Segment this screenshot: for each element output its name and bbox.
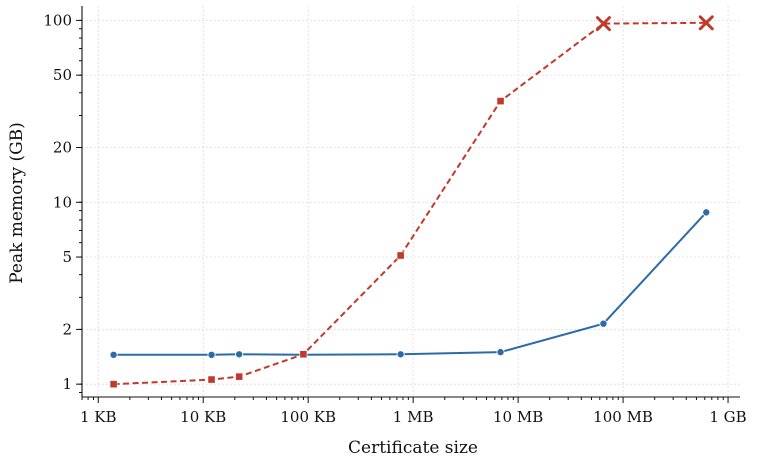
series-2-point	[235, 372, 244, 381]
y-tick-label: 2	[62, 320, 72, 338]
series-2	[109, 15, 714, 389]
series-2-point	[496, 97, 505, 106]
x-tick-label: 100 MB	[593, 408, 653, 426]
series-2-point	[207, 375, 216, 384]
series-2-point	[299, 350, 308, 359]
x-tick-label: 10 MB	[493, 408, 543, 426]
x-tick-label: 1 MB	[393, 408, 434, 426]
series-2-point-failed	[698, 15, 714, 31]
x-tick-label: 100 KB	[280, 408, 336, 426]
axes	[81, 6, 740, 398]
series-1-point	[496, 348, 505, 357]
y-axis-label: Peak memory (GB)	[7, 122, 27, 284]
y-tick-label: 1	[62, 375, 72, 393]
y-tick-label: 5	[62, 248, 72, 266]
series-1-point	[109, 350, 118, 359]
series-2-point-failed	[595, 16, 611, 32]
y-tick-label: 50	[53, 66, 72, 84]
series-1-point	[702, 208, 711, 217]
series-1-point	[207, 350, 216, 359]
x-tick-label: 10 KB	[180, 408, 226, 426]
series-1	[109, 208, 711, 359]
x-tick-label: 1 GB	[709, 408, 746, 426]
series-2-point	[109, 380, 118, 389]
series-2-line	[113, 21, 707, 386]
series	[109, 15, 714, 389]
series-1-point	[599, 319, 608, 328]
grid	[82, 6, 740, 397]
y-tick-label: 20	[53, 139, 72, 157]
ticks: 1 KB 10 KB 100 KB 1 MB 10 MB 100 MB 1 GB 1 2 5 10 2…	[43, 11, 746, 426]
series-2-point	[396, 251, 405, 260]
x-axis-label: Certificate size	[348, 438, 478, 458]
series-1-point	[396, 350, 405, 359]
x-tick-label: 1 KB	[80, 408, 117, 426]
y-tick-label: 10	[53, 193, 72, 211]
series-1-point	[235, 350, 244, 359]
y-tick-label: 100	[43, 11, 72, 29]
series-1-line	[113, 211, 707, 356]
